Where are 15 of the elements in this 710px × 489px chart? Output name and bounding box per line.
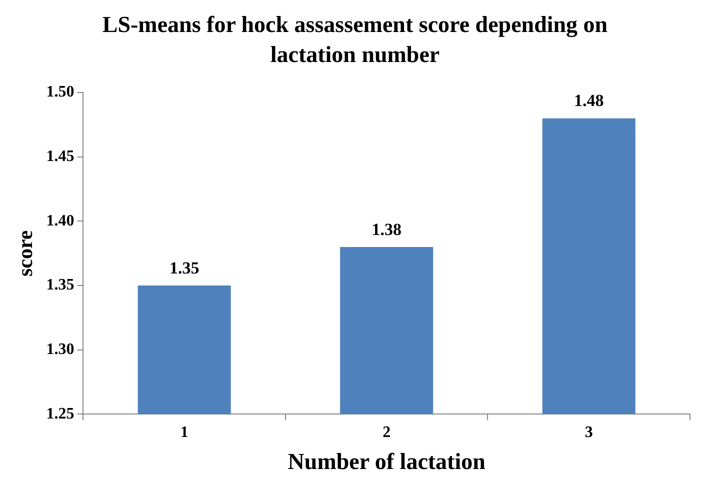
data-label: 1.35 [169, 258, 200, 278]
y-axis-title: score [13, 230, 38, 277]
x-tick-label: 3 [584, 424, 593, 441]
y-tick-label: 1.25 [46, 405, 74, 422]
x-axis-title: Number of lactation [288, 449, 486, 474]
chart-title: LS-means for hock assassement score depending on lactation number [101, 11, 609, 69]
x-tick-label: 2 [382, 424, 391, 441]
y-tick-label: 1.40 [46, 212, 74, 230]
y-tick-label: 1.50 [46, 84, 74, 101]
x-tick-label: 1 [180, 424, 188, 441]
y-tick-label: 1.45 [46, 148, 74, 166]
y-tick-label: 1.30 [46, 341, 74, 358]
data-label: 1.38 [372, 220, 402, 239]
y-tick-label: 1.35 [46, 276, 74, 294]
data-label: 1.48 [574, 91, 604, 110]
